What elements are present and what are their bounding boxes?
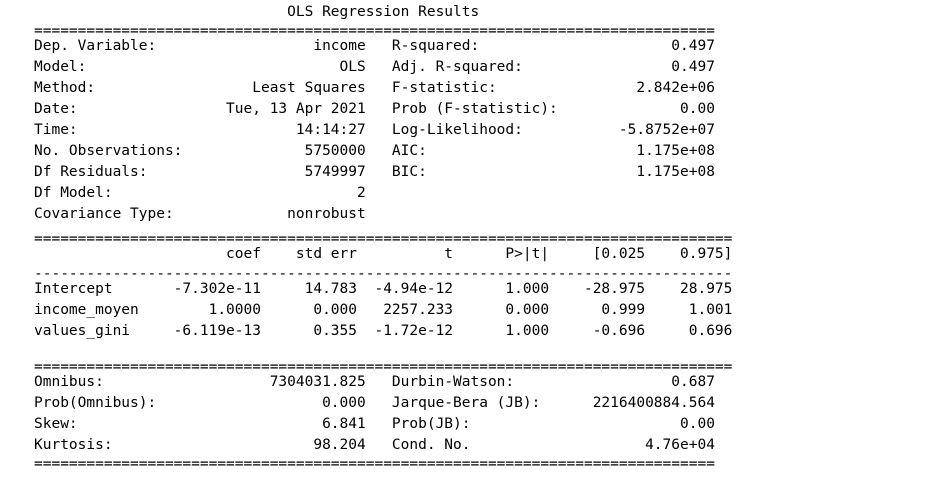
diagnostics-row: Skew: 6.841 Prob(JB): 0.00 [34,416,715,432]
summary-section: ========================================… [34,26,715,225]
diagnostics-row: Kurtosis: 98.204 Cond. No. 4.76e+04 [34,437,715,453]
diagnostics-section: ========================================… [34,362,732,469]
diagnostics-table: Omnibus: 7304031.825 Durbin-Watson: 0.68… [34,372,732,456]
coef-section: ========================================… [34,234,732,342]
diagnostics-row: Omnibus: 7304031.825 Durbin-Watson: 0.68… [34,374,715,390]
double-rule-bottom: ========================================… [34,459,715,469]
coef-row: Intercept -7.302e-11 14.783 -4.94e-12 1.… [34,281,733,297]
regression-report: OLS Regression Results =================… [34,0,894,498]
summary-row: Time: 14:14:27 Log-Likelihood: -5.8752e+… [34,122,715,138]
coef-header-row: coef std err t P>|t| [0.025 0.975] [34,244,732,265]
coef-header: coef std err t P>|t| [0.025 0.975] [34,246,733,262]
dash-rule: ----------------------------------------… [34,269,733,279]
diagnostics-row: Prob(Omnibus): 0.000 Jarque-Bera (JB): 2… [34,395,715,411]
double-rule-diag-top: ========================================… [34,362,733,372]
coef-row: income_moyen 1.0000 0.000 2257.233 0.000… [34,302,733,318]
summary-row: Date: Tue, 13 Apr 2021 Prob (F-statistic… [34,101,715,117]
report-title: OLS Regression Results [34,4,480,20]
summary-row: Df Residuals: 5749997 BIC: 1.175e+08 [34,164,715,180]
summary-row: Model: OLS Adj. R-squared: 0.497 [34,59,715,75]
coef-table: Intercept -7.302e-11 14.783 -4.94e-12 1.… [34,279,732,342]
summary-table: Dep. Variable: income R-squared: 0.497 Mo… [34,36,715,225]
double-rule-coef-top: ========================================… [34,234,733,244]
summary-row: Df Model: 2 [34,185,366,201]
summary-row: Method: Least Squares F-statistic: 2.842… [34,80,715,96]
summary-row: No. Observations: 5750000 AIC: 1.175e+08 [34,143,715,159]
double-rule-top: ========================================… [34,26,715,36]
coef-row: values_gini -6.119e-13 0.355 -1.72e-12 1… [34,323,733,339]
summary-row: Covariance Type: nonrobust [34,206,366,222]
summary-row: Dep. Variable: income R-squared: 0.497 [34,38,715,54]
